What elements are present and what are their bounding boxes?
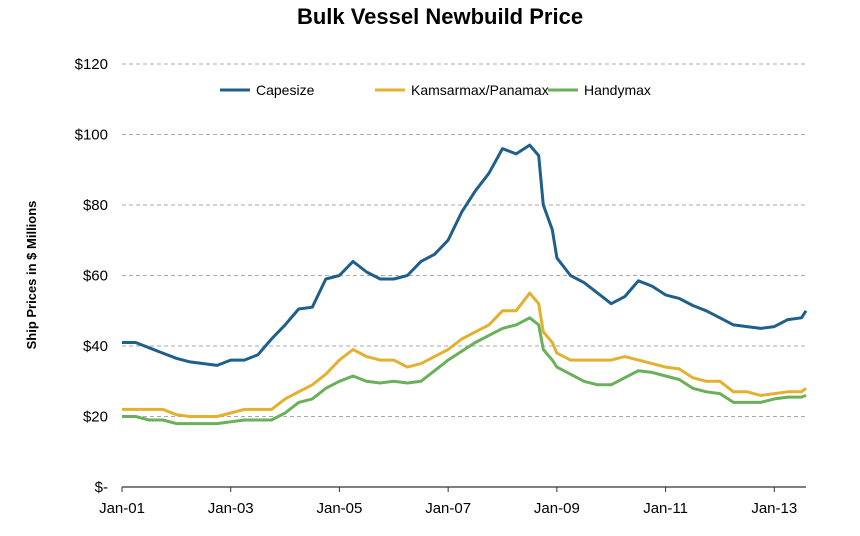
x-tick-label: Jan-07 [425,500,471,517]
x-tick-label: Jan-01 [99,500,145,517]
series-line-handymax [122,316,807,426]
y-tick-label: $60 [83,268,108,285]
legend-label: Kamsarmax/Panamax [411,82,549,98]
series-line-kamsarmax-panamax [122,291,807,418]
y-axis-label: Ship Prices in $ Millions [24,201,39,350]
y-tick-label: $100 [75,127,108,144]
y-axis-ticks: $- $20 $40 $60 $80 $100 $120 [75,56,108,496]
x-tick-label: Jan-05 [316,500,362,517]
x-axis: Jan-01 Jan-03 Jan-05 Jan-07 Jan-09 Jan-11 Jan-… [99,486,806,517]
legend: Capesize Kamsarmax/Panamax Handymax [220,82,651,98]
gridlines [122,63,806,417]
y-tick-label: $40 [83,338,108,355]
x-tick-label: Jan-11 [643,500,688,517]
y-tick-label: $80 [83,197,108,214]
chart-title: Bulk Vessel Newbuild Price [297,4,583,29]
legend-label: Capesize [256,82,315,98]
series-lines [122,143,808,426]
y-tick-label: $- [95,479,108,496]
legend-label: Handymax [584,82,651,98]
y-tick-label: $20 [83,409,108,426]
x-tick-label: Jan-13 [751,500,797,517]
x-tick-label: Jan-03 [208,500,254,517]
series-line-capesize [122,143,808,367]
y-tick-label: $120 [75,56,108,73]
x-tick-label: Jan-09 [534,500,580,517]
